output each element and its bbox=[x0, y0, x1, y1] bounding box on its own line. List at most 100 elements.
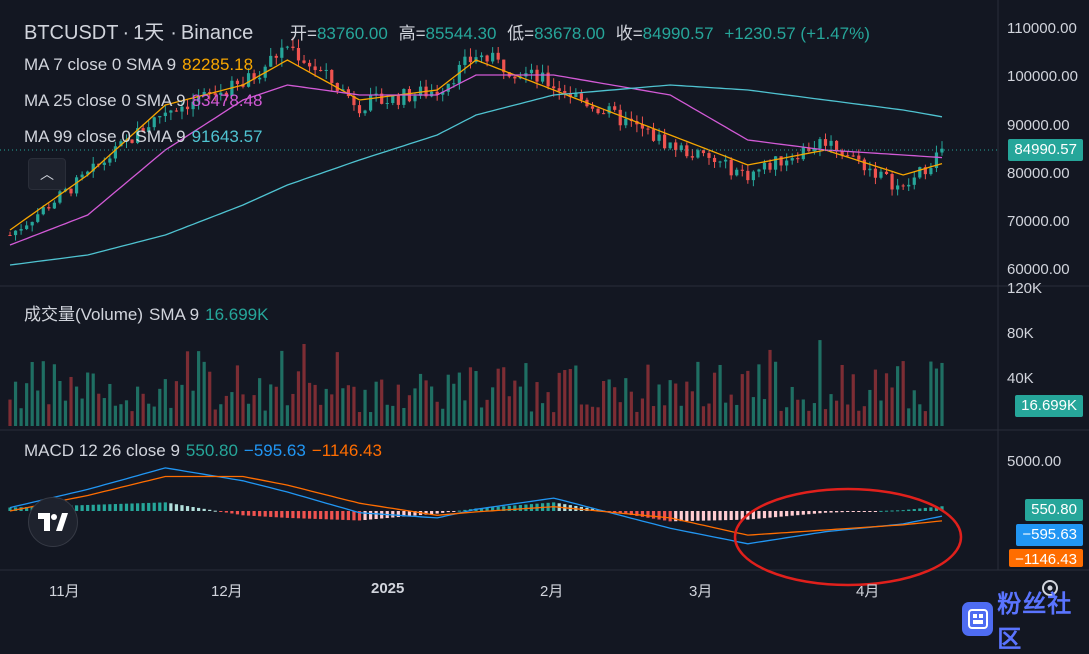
volume-bar bbox=[380, 379, 384, 426]
price-tick: 70000.00 bbox=[1007, 213, 1070, 230]
volume-legend[interactable]: 成交量(Volume) SMA 9 16.699K bbox=[24, 305, 269, 324]
price-tick: 80000.00 bbox=[1007, 165, 1070, 182]
gear-icon[interactable] bbox=[1040, 578, 1060, 603]
candle-body bbox=[579, 93, 584, 100]
macd-histogram-bar bbox=[807, 511, 811, 515]
candle-body bbox=[724, 159, 728, 162]
macd-histogram-bar bbox=[324, 511, 328, 520]
candle-body bbox=[258, 77, 262, 80]
volume-bar bbox=[574, 365, 578, 426]
macd-histogram-bar bbox=[319, 511, 323, 520]
macd-histogram-bar bbox=[313, 511, 317, 519]
volume-bar bbox=[446, 374, 450, 426]
candle-body bbox=[130, 139, 134, 143]
volume-bar bbox=[108, 383, 112, 426]
volume-bar bbox=[685, 381, 689, 426]
ma7-legend[interactable]: MA 7 close 0 SMA 9 82285.18 bbox=[24, 55, 254, 74]
candle-body bbox=[651, 129, 656, 141]
macd-histogram-bar bbox=[252, 511, 256, 516]
macd-histogram-bar bbox=[74, 505, 79, 511]
candle-body bbox=[74, 177, 79, 194]
volume-bar bbox=[590, 406, 595, 426]
volume-bar bbox=[47, 404, 51, 426]
volume-bar bbox=[141, 393, 145, 426]
volume-bar bbox=[330, 394, 334, 426]
candle-body bbox=[862, 159, 866, 171]
volume-bar bbox=[646, 364, 650, 426]
volume-bar bbox=[613, 387, 617, 426]
macd-legend[interactable]: MACD 12 26 close 9 550.80 −595.63 −1146.43 bbox=[24, 441, 382, 460]
interval[interactable]: 1天 bbox=[133, 22, 165, 44]
ohlc-readout: 开=83760.00 高=85544.30 低=83678.00 收=84990… bbox=[290, 24, 870, 43]
macd-histogram-bar bbox=[463, 509, 467, 511]
volume-bar bbox=[884, 373, 889, 426]
volume-bar bbox=[102, 398, 106, 426]
macd-histogram-bar bbox=[718, 511, 722, 521]
candle-body bbox=[773, 156, 778, 170]
volume-bar bbox=[851, 374, 855, 426]
candle-body bbox=[563, 91, 567, 94]
volume-bar bbox=[651, 406, 656, 426]
volume-bar bbox=[568, 368, 572, 426]
macd-histogram-bar bbox=[374, 511, 378, 520]
symbol-name[interactable]: BTCUSDT bbox=[24, 22, 119, 44]
candle-body bbox=[540, 72, 545, 82]
volume-bar bbox=[812, 403, 817, 426]
macd-histogram-bar bbox=[241, 511, 245, 516]
candle-body bbox=[197, 95, 201, 102]
candle-body bbox=[285, 46, 289, 48]
volume-bar bbox=[834, 400, 839, 426]
candle-body bbox=[735, 169, 739, 176]
volume-bar bbox=[546, 392, 550, 426]
volume-bar bbox=[890, 387, 894, 426]
ma25-legend[interactable]: MA 25 close 0 SMA 9 83478.48 bbox=[24, 91, 263, 110]
volume-bar bbox=[224, 395, 228, 426]
macd-histogram-bar bbox=[701, 511, 706, 521]
candle-body bbox=[857, 155, 861, 160]
macd-tick: 5000.00 bbox=[1007, 453, 1062, 470]
macd-histogram-bar bbox=[335, 511, 339, 520]
macd-histogram-bar bbox=[635, 511, 639, 516]
macd-histogram-bar bbox=[801, 511, 805, 515]
macd-histogram-bar bbox=[274, 511, 278, 518]
volume-bar bbox=[357, 412, 362, 426]
macd-histogram-bar bbox=[102, 504, 106, 511]
chart-canvas[interactable] bbox=[0, 0, 1089, 621]
volume-bar bbox=[169, 407, 173, 426]
volume-bar bbox=[135, 386, 140, 426]
volume-bar bbox=[180, 384, 184, 426]
volume-bar bbox=[479, 407, 484, 426]
volume-bar bbox=[807, 410, 811, 426]
macd-histogram-bar bbox=[840, 511, 844, 513]
ma99-legend[interactable]: MA 99 close 0 SMA 9 91643.57 bbox=[24, 127, 263, 146]
volume-bar bbox=[63, 400, 68, 426]
macd-histogram-bar bbox=[130, 503, 134, 511]
candle-body bbox=[152, 117, 156, 128]
candle-body bbox=[840, 151, 844, 156]
candle-body bbox=[929, 168, 933, 175]
volume-bar bbox=[762, 399, 767, 426]
price-tick: 60000.00 bbox=[1007, 261, 1070, 278]
candle-body bbox=[923, 167, 927, 175]
candle-body bbox=[624, 118, 628, 126]
collapse-legend-button[interactable]: ︿ bbox=[28, 158, 66, 190]
macd-histogram-bar bbox=[735, 511, 739, 520]
candle-body bbox=[174, 110, 179, 112]
candle-body bbox=[846, 155, 850, 157]
macd-histogram-bar bbox=[934, 506, 939, 511]
macd-histogram-bar bbox=[513, 505, 517, 511]
macd-histogram-bar bbox=[235, 511, 240, 515]
volume-bar bbox=[790, 386, 794, 426]
tradingview-logo[interactable] bbox=[28, 497, 78, 547]
macd-histogram-bar bbox=[923, 507, 927, 511]
macd-histogram-bar bbox=[446, 511, 450, 513]
volume-bar bbox=[74, 386, 79, 426]
volume-bar bbox=[635, 411, 639, 426]
candle-body bbox=[607, 106, 611, 114]
volume-bar bbox=[191, 390, 195, 426]
macd-histogram-bar bbox=[485, 507, 489, 511]
volume-bar bbox=[341, 388, 345, 426]
candle-body bbox=[663, 134, 667, 149]
candle-body bbox=[346, 89, 351, 97]
volume-bar bbox=[829, 394, 833, 426]
